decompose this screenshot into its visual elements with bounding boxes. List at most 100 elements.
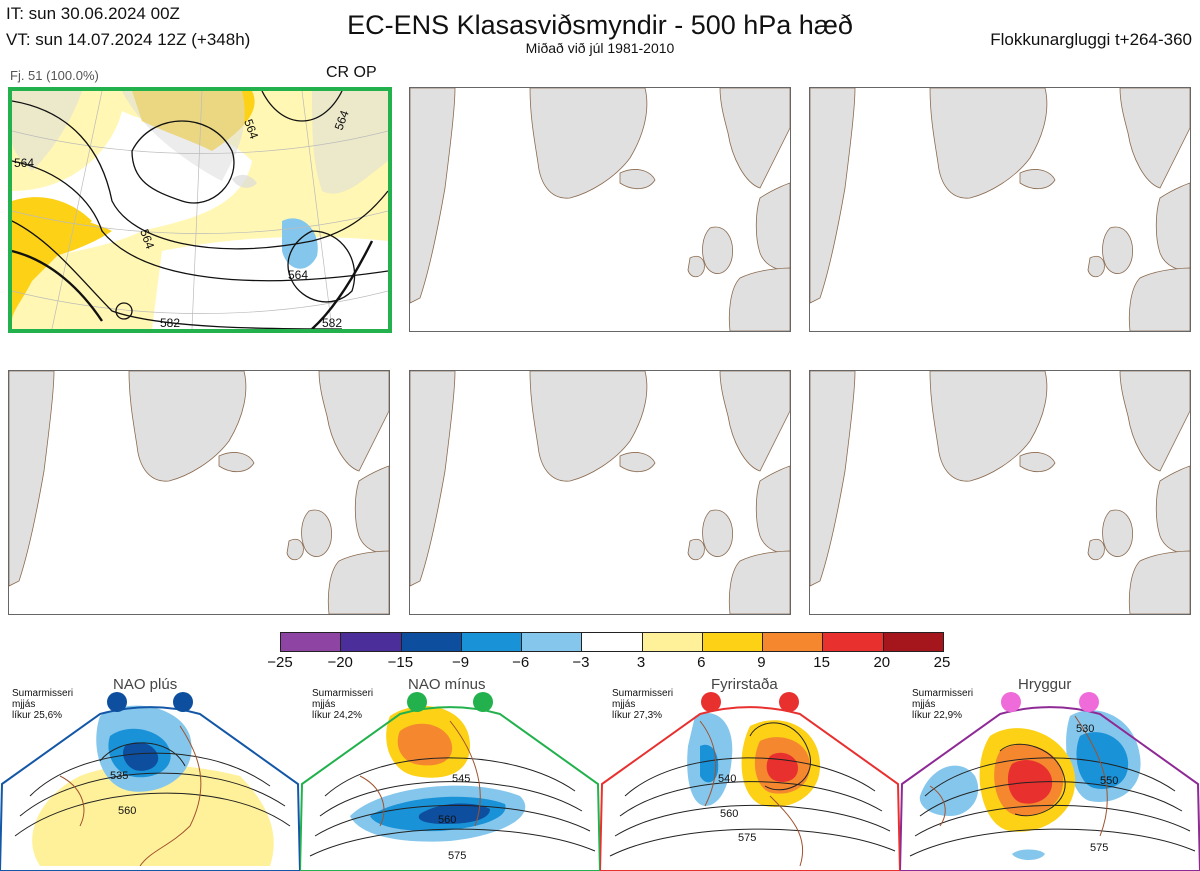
colorbar-tick-label: 15 bbox=[813, 654, 830, 671]
cluster-panel-3[interactable] bbox=[809, 87, 1191, 332]
land-mass bbox=[327, 550, 389, 614]
contour-label: 575 bbox=[1090, 842, 1108, 854]
colorbar-tick-label: −9 bbox=[451, 654, 470, 671]
land-mass bbox=[755, 182, 790, 270]
cluster-panel-4[interactable] bbox=[8, 370, 390, 615]
regime-ridge[interactable]: 530 550 575 Hryggur Sumarmisseri mjjás l… bbox=[900, 676, 1200, 871]
contour-label: 530 bbox=[1076, 723, 1094, 735]
colorbar-ticks: −25 −20 −15 −9 −6 −3 3 6 9 15 20 25 bbox=[267, 654, 950, 674]
land-mass bbox=[719, 88, 790, 189]
regime-name: NAO mínus bbox=[408, 676, 486, 693]
land-mass bbox=[929, 371, 1048, 482]
colorbar-tick-label: −6 bbox=[512, 654, 530, 671]
land-mass bbox=[719, 371, 790, 472]
colorbar-tick-label: −15 bbox=[387, 654, 414, 671]
land-mass bbox=[1119, 371, 1190, 472]
regime-meta: Sumarmisseri mjjás líkur 22,9% bbox=[912, 688, 974, 721]
land-mass bbox=[728, 267, 790, 331]
land-mass bbox=[702, 509, 733, 557]
land-mass bbox=[529, 88, 648, 199]
contour-label: 575 bbox=[448, 850, 466, 862]
regime-nao-plus[interactable]: 535 560 NAO plús Sumarmisseri mjjás líku… bbox=[0, 676, 300, 871]
cluster-map-3 bbox=[810, 88, 1190, 331]
colorbar-swatch bbox=[341, 633, 402, 651]
land-mass bbox=[619, 452, 656, 473]
regime-nao-minus[interactable]: 545 560 575 NAO mínus Sumarmisseri mjjás… bbox=[300, 676, 600, 871]
colorbar-swatch bbox=[522, 633, 583, 651]
colorbar-swatch bbox=[702, 633, 764, 651]
land-mass bbox=[128, 371, 247, 482]
colorbar-tick-label: 6 bbox=[697, 654, 706, 671]
colorbar-tick-label: 3 bbox=[636, 654, 646, 671]
land-mass bbox=[9, 371, 55, 587]
land-mass bbox=[1119, 88, 1190, 189]
cluster-panel-1[interactable]: 564 564 564 564 564 582 582 bbox=[8, 87, 392, 333]
page-subtitle: Miðað við júl 1981-2010 bbox=[525, 40, 675, 56]
colorbar-swatch bbox=[401, 633, 462, 651]
land-mass bbox=[929, 88, 1048, 199]
land-mass bbox=[755, 465, 790, 553]
cluster-panel-2[interactable] bbox=[409, 87, 791, 332]
land-mass bbox=[218, 452, 255, 473]
regime-map-3: 540 560 575 bbox=[600, 692, 900, 871]
contour-label: 545 bbox=[452, 773, 470, 785]
contour-label: 582 bbox=[322, 316, 342, 329]
regime-map-2: 545 560 575 bbox=[300, 692, 600, 871]
regime-name: Fyrirstaða bbox=[711, 676, 778, 693]
cluster-map-1: 564 564 564 564 564 582 582 bbox=[12, 91, 388, 329]
cluster-panel-5[interactable] bbox=[409, 370, 791, 615]
land-mass bbox=[1102, 509, 1133, 557]
land-mass bbox=[301, 509, 332, 557]
land-mass bbox=[1128, 267, 1190, 331]
contour-label: 564 bbox=[288, 268, 308, 282]
land-mass bbox=[687, 255, 705, 278]
land-mass bbox=[1155, 465, 1190, 553]
land-mass bbox=[286, 538, 304, 561]
cluster-map-4 bbox=[9, 371, 389, 614]
cluster-panel-6[interactable] bbox=[809, 370, 1191, 615]
classification-window: Flokkunargluggi t+264-360 bbox=[990, 30, 1192, 49]
regime-name: Hryggur bbox=[1018, 676, 1072, 693]
land-mass bbox=[318, 371, 389, 472]
land-mass bbox=[410, 88, 456, 304]
regime-map-1: 535 560 bbox=[0, 692, 300, 871]
land-mass bbox=[1155, 182, 1190, 270]
land-mass bbox=[1128, 550, 1190, 614]
contour-label: 582 bbox=[160, 316, 180, 329]
contour-label: 564 bbox=[137, 227, 157, 251]
panel-1-member-count: Fj. 51 (100.0%) bbox=[10, 68, 99, 83]
land-mass bbox=[410, 371, 456, 587]
regime-name: NAO plús bbox=[113, 676, 178, 693]
land-mass bbox=[529, 371, 648, 482]
land-mass bbox=[354, 465, 389, 553]
land-mass bbox=[1087, 538, 1105, 561]
land-mass bbox=[1087, 255, 1105, 278]
colorbar-swatch bbox=[281, 633, 342, 651]
land-mass bbox=[810, 371, 856, 587]
colorbar-swatch bbox=[642, 633, 703, 651]
colorbar-tick-label: −20 bbox=[327, 654, 353, 671]
colorbar-tick-label: −3 bbox=[572, 654, 590, 671]
colorbar-tick-label: 20 bbox=[873, 654, 891, 671]
colorbar-swatch bbox=[763, 633, 824, 651]
land-mass bbox=[687, 538, 705, 561]
land-mass bbox=[728, 550, 790, 614]
land-mass bbox=[702, 226, 733, 274]
page-title: EC-ENS Klasasviðsmyndir - 500 hPa hæð bbox=[347, 10, 853, 40]
colorbar-swatch bbox=[461, 633, 523, 651]
land-mass bbox=[1019, 169, 1056, 190]
contour-label: 564 bbox=[241, 117, 261, 141]
regime-blocking[interactable]: 540 560 575 Fyrirstaða Sumarmisseri mjjá… bbox=[600, 676, 900, 871]
land-mass bbox=[810, 88, 856, 304]
contour-label: 564 bbox=[332, 108, 352, 132]
contour-label: 564 bbox=[14, 156, 34, 170]
regime-map-4: 530 550 575 bbox=[900, 692, 1200, 871]
panel-1-tag: CR OP bbox=[326, 64, 377, 81]
land-mass bbox=[1019, 452, 1056, 473]
contour-label: 560 bbox=[438, 814, 456, 826]
colorbar-tick-label: 25 bbox=[933, 654, 951, 671]
cluster-map-5 bbox=[410, 371, 790, 614]
contour-label: 560 bbox=[720, 808, 738, 820]
initial-time: IT: sun 30.06.2024 00Z bbox=[6, 4, 180, 23]
land-mass bbox=[619, 169, 656, 190]
